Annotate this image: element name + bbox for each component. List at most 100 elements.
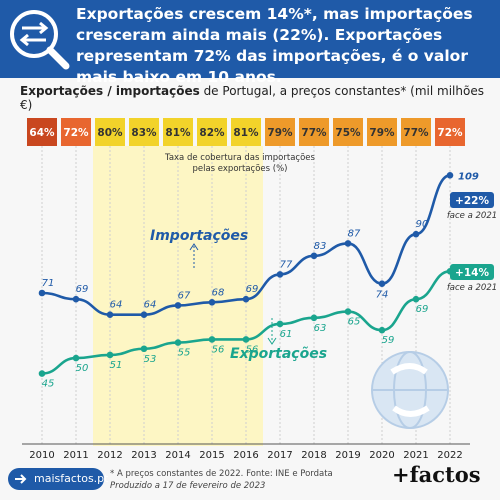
coverage-label: 79%: [267, 127, 293, 139]
data-point: [412, 295, 420, 303]
coverage-label: 82%: [199, 127, 225, 139]
imports-growth-note: face a 2021: [447, 211, 497, 221]
x-tick-label: 2020: [369, 450, 394, 461]
coverage-box: [299, 118, 329, 146]
subtitle-rest: de Portugal, a preços constantes* (mil m…: [20, 84, 484, 112]
data-label: 56: [246, 344, 259, 355]
footnote: * A preços constantes de 2022. Fonte: IN…: [110, 468, 360, 492]
data-label: 59: [382, 335, 395, 346]
data-label: 63: [314, 323, 327, 334]
data-point: [38, 289, 46, 297]
x-tick-label: 2014: [165, 450, 190, 461]
data-point: [344, 308, 352, 315]
coverage-box: [401, 118, 431, 146]
imports-growth-value: +22%: [455, 195, 489, 207]
data-label: 51: [110, 360, 123, 371]
coverage-box: [435, 118, 465, 146]
data-label: 77: [280, 259, 293, 270]
page-title: Exportações crescem 14%*, mas importaçõe…: [76, 5, 473, 86]
data-point: [72, 295, 80, 303]
data-point: [446, 171, 454, 179]
data-label: 83: [314, 241, 327, 252]
data-label: 87: [348, 228, 361, 239]
data-point: [310, 252, 318, 260]
data-point: [38, 370, 46, 377]
header-banner: Exportações crescem 14%*, mas importaçõe…: [0, 0, 500, 86]
data-point: [378, 326, 386, 334]
coverage-label: 75%: [335, 127, 361, 139]
coverage-box: [27, 118, 57, 146]
data-point: [242, 336, 250, 343]
coverage-label: 72%: [63, 127, 89, 139]
exports-growth-value: +14%: [455, 267, 489, 279]
data-label: 65: [348, 317, 361, 328]
x-tick-label: 2018: [301, 450, 326, 461]
x-tick-label: 2021: [403, 450, 428, 461]
produced-note: Produzido a 17 de fevereiro de 2023: [110, 481, 266, 491]
data-point: [106, 351, 114, 359]
site-label: maisfactos.pt: [34, 472, 109, 485]
x-tick-label: 2016: [233, 450, 258, 461]
coverage-label: 64%: [29, 127, 55, 139]
imports-growth-badge: [450, 192, 494, 208]
coverage-box: [61, 118, 91, 146]
x-tick-label: 2013: [131, 450, 156, 461]
data-label: 71: [42, 278, 55, 289]
coverage-box: [197, 118, 227, 146]
data-point: [208, 336, 216, 343]
data-label: 50: [76, 363, 89, 374]
data-label: 67: [178, 290, 191, 301]
globe-arrow-bottom: [392, 405, 430, 417]
coverage-label: 77%: [301, 127, 327, 139]
subtitle-bold: Exportações / importações: [20, 84, 200, 98]
coverage-label: 79%: [369, 127, 395, 139]
data-point: [412, 230, 420, 238]
data-point: [242, 295, 250, 303]
data-point: [344, 240, 352, 247]
coverage-label: 72%: [437, 127, 463, 139]
coverage-label: 80%: [97, 127, 123, 139]
data-point: [310, 314, 318, 322]
data-point: [140, 345, 148, 353]
coverage-label: 81%: [233, 127, 259, 139]
data-label: 90: [416, 219, 429, 230]
x-tick-label: 2011: [63, 450, 88, 461]
exports-growth-note: face a 2021: [447, 283, 497, 293]
data-label: 69: [246, 284, 259, 295]
coverage-box: [265, 118, 295, 146]
brand-logo: +factos: [392, 462, 481, 487]
data-label: 68: [212, 287, 225, 298]
data-label: 55: [178, 348, 191, 359]
x-tick-label: 2019: [335, 450, 360, 461]
coverage-label: 83%: [131, 127, 157, 139]
data-point: [276, 271, 284, 278]
data-label: 74: [376, 290, 389, 301]
data-point: [208, 298, 216, 306]
exports-growth-badge: [450, 264, 494, 280]
globe-arrow-top: [390, 363, 428, 375]
data-label: 109: [458, 171, 479, 182]
coverage-box: [231, 118, 261, 146]
data-label: 64: [110, 300, 123, 311]
coverage-box: [95, 118, 125, 146]
chart-subtitle: Exportações / importações de Portugal, a…: [20, 84, 496, 112]
data-point: [174, 339, 182, 346]
data-point: [378, 280, 386, 288]
x-tick-label: 2022: [437, 450, 462, 461]
site-link[interactable]: maisfactos.pt: [8, 468, 108, 490]
line-chart: 64% 72% 80% 83% 81% 82% 81% 79% 77% 75% 79% 77% 72% T…: [22, 118, 497, 461]
exports-pointer-arrow: [267, 337, 277, 345]
data-label: 64: [144, 300, 157, 311]
coverage-box: [163, 118, 193, 146]
data-label: 56: [212, 344, 225, 355]
coverage-label: 81%: [165, 127, 191, 139]
data-label: 69: [76, 284, 89, 295]
data-point: [174, 302, 182, 309]
series-name-exports: Exportações: [230, 346, 327, 362]
link-arrow-icon: [15, 474, 27, 484]
coverage-caption-2: pelas exportações (%): [192, 164, 287, 174]
imports-pointer-arrow: [189, 243, 199, 251]
data-label: 61: [280, 329, 293, 340]
coverage-caption-1: Taxa de cobertura das importações: [164, 153, 315, 163]
source-note: * A preços constantes de 2022. Fonte: IN…: [110, 469, 333, 479]
